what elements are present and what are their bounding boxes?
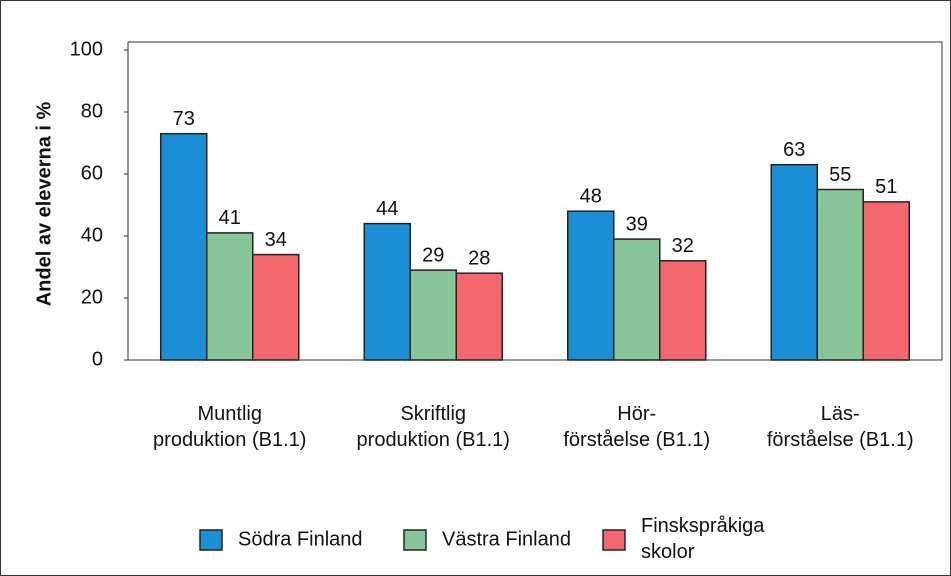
x-tick-label: Läs-förståelse (B1.1) [767,403,914,451]
bar [409,269,457,361]
y-tick-label: 100 [70,38,103,60]
legend-swatch [199,529,223,551]
data-label: 32 [672,235,694,257]
legend-swatch [602,529,626,551]
bar [613,238,661,361]
y-tick-label: 60 [81,162,103,184]
bar [363,222,411,361]
y-tick-label: 40 [81,224,103,246]
bar [567,210,615,361]
data-label: 39 [626,213,648,235]
x-tick-label: Skriftlig produktion (B1.1) [357,403,510,451]
data-label: 55 [829,164,851,186]
legend-label: Västra Finland [442,528,571,550]
data-label: 63 [783,139,805,161]
y-tick-label: 20 [81,286,103,308]
data-label: 41 [219,207,241,229]
data-label: 29 [422,244,444,266]
y-axis-label: Andel av eleverna i % [33,102,55,307]
data-label: 28 [468,247,490,269]
data-label: 73 [173,108,195,130]
legend-label: Södra Finland [238,528,363,550]
y-tick-label: 0 [92,348,103,370]
data-label: 51 [875,176,897,198]
x-tick-label: Hör-förståelse (B1.1) [563,403,710,451]
data-label: 34 [265,229,287,251]
legend-swatch [403,529,427,551]
bar [862,201,910,361]
bar [455,272,503,361]
data-label: 44 [376,198,398,220]
bar [206,232,254,361]
data-label: 48 [580,185,602,207]
bar [816,188,864,361]
plot-frame [127,41,943,361]
bar [160,132,208,361]
x-tick-label: Muntlig produktion (B1.1) [153,403,306,451]
bar [252,253,300,361]
legend-label: Finskspråkiga skolor [641,515,765,563]
bar [770,163,818,361]
bar [659,260,707,361]
y-tick-label: 80 [81,100,103,122]
